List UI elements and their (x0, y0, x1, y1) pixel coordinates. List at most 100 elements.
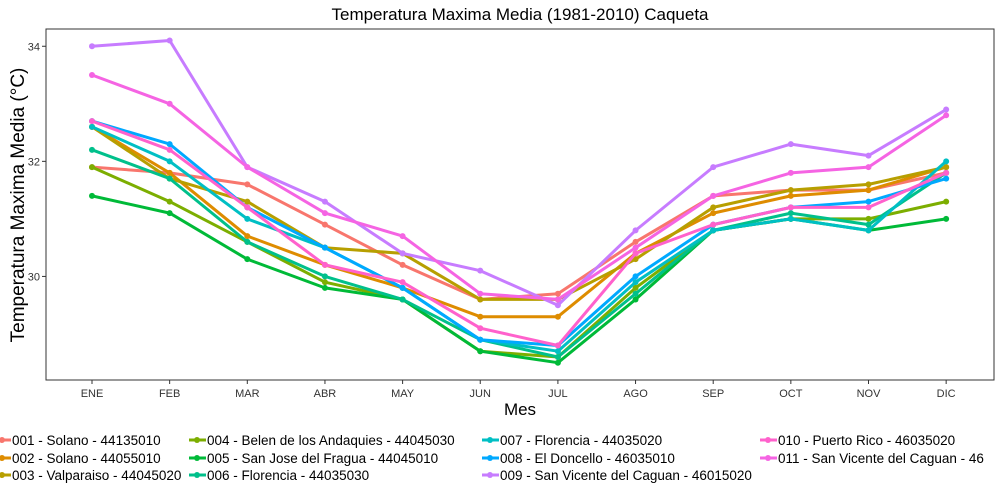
data-point (244, 204, 251, 211)
plot-panel (45, 28, 995, 381)
data-point (943, 112, 950, 119)
data-point (399, 279, 406, 286)
data-point (321, 273, 328, 280)
y-axis-title: Temperatura Maxima Media (°C) (8, 68, 29, 343)
data-point (244, 198, 251, 205)
legend-key-point (765, 455, 771, 461)
x-tick-label: MAR (235, 388, 260, 400)
data-point (477, 313, 484, 320)
series-10 (89, 118, 950, 349)
y-tick-label: 30 (28, 271, 40, 283)
legend-key-point (487, 455, 493, 461)
series-line (91, 125, 948, 353)
data-point (632, 238, 639, 245)
series-line (91, 119, 947, 347)
y-tick-label: 34 (28, 41, 40, 53)
legend-key-point (0, 437, 5, 443)
legend-label: 010 - Puerto Rico - 46035020 (778, 433, 955, 448)
data-point (89, 118, 95, 125)
legend: 001 - Solano - 44135010 002 - Solano - 44… (0, 433, 984, 483)
legend-label: 003 - Valparaiso - 44045020 (12, 468, 181, 483)
data-point (321, 261, 328, 268)
data-point (710, 221, 717, 228)
series-line (91, 73, 948, 301)
data-point (787, 169, 794, 176)
data-point (477, 348, 484, 355)
data-point (244, 181, 251, 188)
data-point (787, 215, 794, 222)
data-point (321, 210, 328, 217)
data-point (166, 175, 173, 182)
data-point (321, 284, 328, 291)
data-point (554, 359, 561, 366)
data-point (787, 210, 794, 217)
legend-label: 005 - San Jose del Fragua - 44045010 (207, 451, 438, 466)
data-point (554, 290, 561, 297)
data-point (89, 192, 95, 199)
data-point (244, 233, 251, 240)
data-point (787, 141, 794, 148)
legend-key-point (487, 437, 493, 443)
data-point (166, 146, 173, 153)
legend-key-point (194, 455, 200, 461)
legend-label: 011 - San Vicente del Caguan - 46 (778, 451, 984, 466)
data-point (166, 169, 173, 176)
data-point (477, 290, 484, 297)
x-tick-label: NOV (857, 388, 882, 400)
data-point (166, 100, 173, 107)
data-point (710, 204, 717, 211)
data-point (943, 169, 950, 176)
legend-item: 011 - San Vicente del Caguan - 46 (760, 451, 984, 466)
data-point (710, 164, 717, 171)
legend-key-point (194, 472, 200, 478)
data-point (89, 43, 95, 50)
data-point (399, 250, 406, 257)
data-point (865, 204, 872, 211)
legend-item: 008 - El Doncello - 46035010 (482, 451, 675, 466)
data-point (710, 227, 717, 234)
data-point (865, 164, 872, 171)
data-point (321, 221, 328, 228)
legend-item: 002 - Solano - 44055010 (0, 451, 161, 466)
data-point (166, 210, 173, 217)
x-tick-label: JUN (470, 388, 491, 400)
legend-item: 001 - Solano - 44135010 (0, 433, 161, 448)
data-point (943, 106, 950, 113)
x-tick-label: ENE (81, 388, 104, 400)
legend-label: 004 - Belen de los Andaquies - 44045030 (207, 433, 455, 448)
legend-item: 004 - Belen de los Andaquies - 44045030 (189, 433, 455, 448)
data-point (554, 348, 561, 355)
data-point (865, 152, 872, 159)
data-point (787, 187, 794, 194)
data-point (787, 192, 794, 199)
data-point (554, 313, 561, 320)
data-point (787, 204, 794, 211)
data-point (89, 123, 95, 130)
legend-key-point (765, 437, 771, 443)
x-tick-label: DIC (937, 388, 956, 400)
series-line (91, 148, 948, 359)
data-point (399, 233, 406, 240)
data-point (943, 175, 950, 182)
legend-item: 010 - Puerto Rico - 46035020 (760, 433, 955, 448)
data-point (554, 353, 561, 360)
series-line (91, 39, 947, 307)
data-point (632, 273, 639, 280)
x-tick-label: ABR (314, 388, 337, 400)
data-point (554, 296, 561, 303)
chart-title: Temperatura Maxima Media (1981-2010) Caq… (331, 5, 709, 24)
data-point (632, 290, 639, 297)
data-point (89, 164, 95, 171)
data-point (321, 244, 328, 251)
legend-key-point (0, 472, 5, 478)
legend-item: 007 - Florencia - 44035020 (482, 433, 662, 448)
series-layer (89, 37, 950, 366)
data-point (943, 198, 950, 205)
data-point (554, 342, 561, 349)
data-point (244, 164, 251, 171)
data-point (166, 158, 173, 165)
data-point (399, 261, 406, 268)
data-point (244, 215, 251, 222)
x-tick-label: MAY (391, 388, 415, 400)
legend-key-point (194, 437, 200, 443)
